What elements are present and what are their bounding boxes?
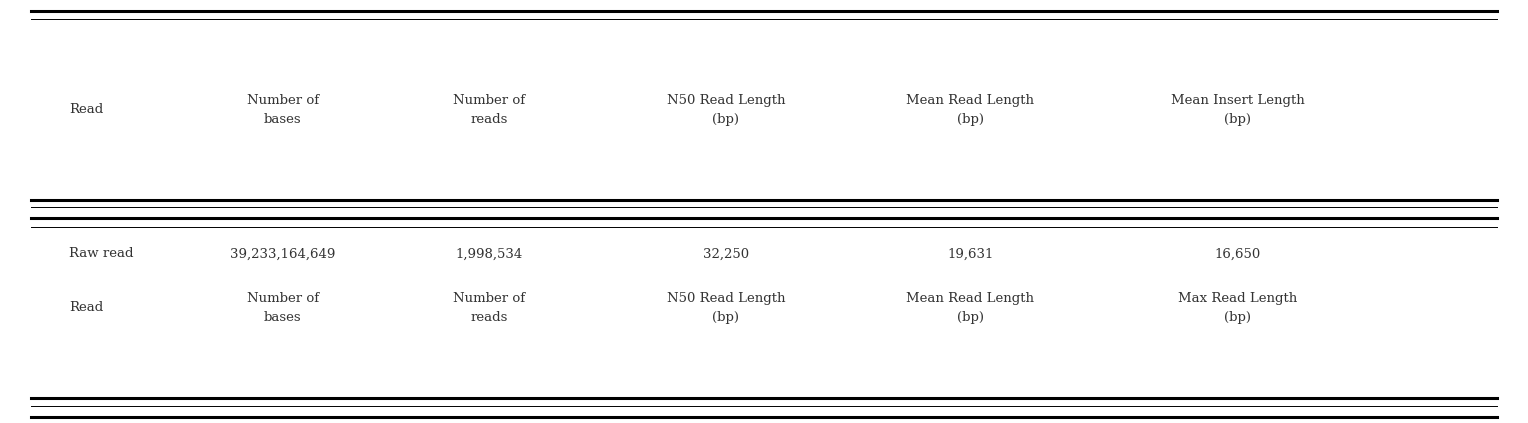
Text: Read: Read [69,302,102,314]
Text: 19,631: 19,631 [947,247,993,260]
Text: Number of
reads: Number of reads [452,292,526,324]
Text: N50 Read Length
(bp): N50 Read Length (bp) [666,292,785,324]
Text: Number of
reads: Number of reads [452,94,526,126]
Text: Number of
bases: Number of bases [246,94,319,126]
Text: Max Read Length
(bp): Max Read Length (bp) [1178,292,1297,324]
Text: Number of
bases: Number of bases [246,292,319,324]
Text: Mean Insert Length
(bp): Mean Insert Length (bp) [1170,94,1305,126]
Text: 1,998,534: 1,998,534 [455,247,523,260]
Text: Raw read: Raw read [69,247,133,260]
Text: 32,250: 32,250 [703,247,749,260]
Text: Mean Read Length
(bp): Mean Read Length (bp) [906,94,1034,126]
Text: Mean Read Length
(bp): Mean Read Length (bp) [906,292,1034,324]
Text: 39,233,164,649: 39,233,164,649 [231,247,335,260]
Text: N50 Read Length
(bp): N50 Read Length (bp) [666,94,785,126]
Text: Read: Read [69,104,102,116]
Text: 16,650: 16,650 [1215,247,1261,260]
